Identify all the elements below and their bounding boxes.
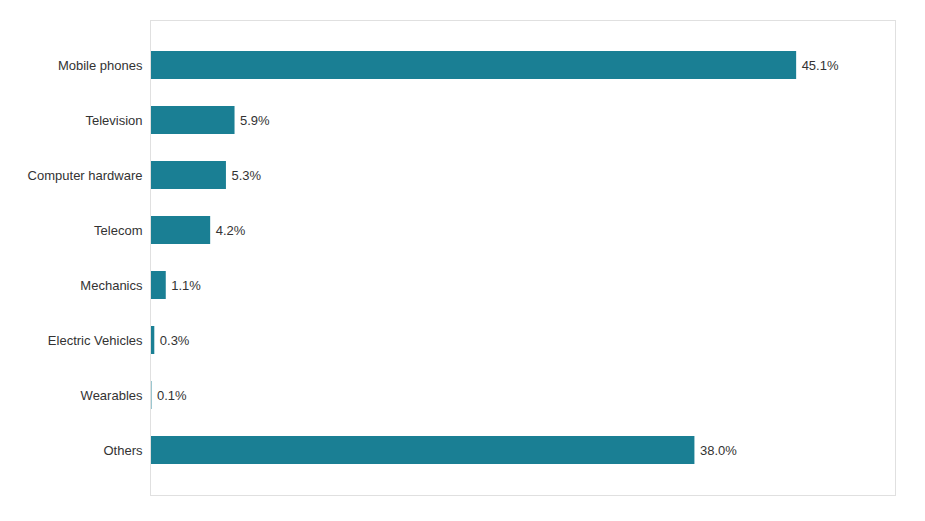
svg-text:5.9%: 5.9% — [240, 113, 270, 128]
svg-text:Others: Others — [103, 443, 143, 458]
svg-text:5.3%: 5.3% — [231, 168, 261, 183]
svg-text:45.1%: 45.1% — [802, 58, 839, 73]
svg-text:Telecom: Telecom — [94, 223, 142, 238]
svg-text:1.1%: 1.1% — [171, 278, 201, 293]
svg-text:4.2%: 4.2% — [216, 223, 246, 238]
svg-text:Mechanics: Mechanics — [80, 278, 143, 293]
svg-text:Computer hardware: Computer hardware — [28, 168, 143, 183]
svg-text:38.0%: 38.0% — [700, 443, 737, 458]
svg-text:Television: Television — [85, 113, 142, 128]
svg-text:Wearables: Wearables — [81, 388, 143, 403]
svg-text:Mobile phones: Mobile phones — [58, 58, 143, 73]
svg-text:0.3%: 0.3% — [160, 333, 190, 348]
svg-text:0.1%: 0.1% — [157, 388, 187, 403]
svg-text:Electric Vehicles: Electric Vehicles — [48, 333, 143, 348]
